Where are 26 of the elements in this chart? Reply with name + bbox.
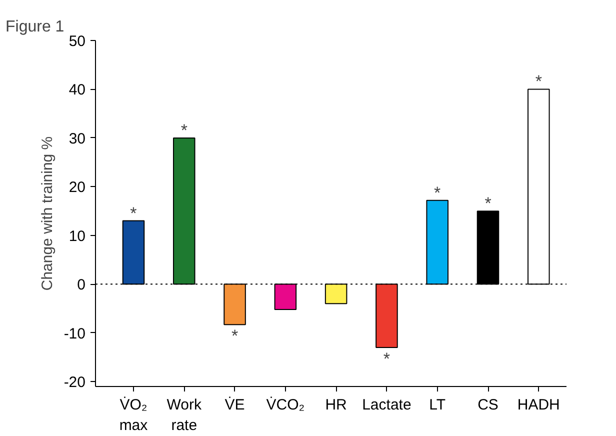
x-tick-label: LT [429, 396, 446, 414]
annotation: * [383, 350, 390, 369]
chart-title: Figure 1 [6, 18, 64, 36]
y-tick-label: 50 [68, 33, 86, 50]
y-axis-title: Change with training % [38, 136, 56, 291]
y-tick-label: -10 [64, 325, 86, 342]
annotation: * [434, 183, 442, 202]
y-tick-label: 10 [68, 228, 86, 245]
y-tick-label: -20 [64, 374, 86, 392]
x-tick-label: HADH [517, 396, 560, 414]
x-tick-label: CS [478, 396, 498, 414]
annotation: * [535, 72, 542, 92]
y-tick-label: 40 [68, 82, 86, 99]
annotation: * [130, 204, 138, 223]
x-tick-label: HR [325, 396, 348, 414]
y-tick-label: 20 [68, 179, 86, 196]
annotation: * [231, 326, 238, 346]
x-tick-label: V̇E [224, 396, 245, 414]
x-tick-label: V̇O₂ max [119, 396, 148, 434]
annotation: * [180, 120, 188, 140]
annotation: * [484, 194, 492, 214]
x-tick-label: Lactate [362, 396, 412, 414]
y-tick-label: 30 [68, 130, 86, 148]
x-tick-label: Work rate [166, 396, 202, 434]
y-tick-label: 0 [77, 276, 86, 294]
x-tick-label: V̇CO₂ [266, 396, 305, 414]
